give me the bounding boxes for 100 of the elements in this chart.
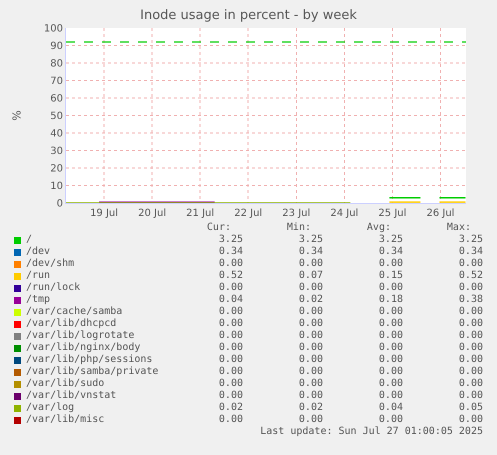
- text: 0.00: [218, 354, 243, 366]
- text: 0.38: [458, 294, 483, 306]
- text: 3.25: [218, 234, 243, 246]
- text: 0.00: [298, 282, 323, 294]
- text: 0.00: [458, 390, 483, 402]
- x-tick-label: 21 Jul: [186, 208, 214, 219]
- y-tick-label: 100: [44, 24, 63, 34]
- text: 0.00: [378, 330, 403, 342]
- legend-label: /var/lib/vnstat: [26, 390, 116, 402]
- text: 3.25: [298, 234, 323, 246]
- legend-label: /dev/shm: [26, 258, 74, 270]
- legend-label: /dev: [26, 246, 50, 258]
- text: 0.02: [298, 294, 323, 306]
- text: 0.00: [458, 414, 483, 426]
- text: 0.02: [218, 402, 243, 414]
- text: 0.00: [298, 354, 323, 366]
- y-tick-label: 10: [50, 181, 63, 192]
- legend-label: /run/lock: [26, 282, 80, 294]
- text: Min:: [286, 222, 311, 234]
- text: 0.00: [378, 342, 403, 354]
- text: 0.04: [378, 402, 403, 414]
- text: 3.25: [458, 234, 483, 246]
- y-tick-label: 80: [50, 58, 63, 70]
- text: 0.00: [458, 306, 483, 318]
- x-tick-label: 19 Jul: [90, 208, 118, 219]
- text: Last update: Sun Jul 27 01:00:05 2025: [260, 426, 483, 438]
- text: 0.00: [378, 306, 403, 318]
- text: 0.00: [458, 318, 483, 330]
- text: 0.00: [378, 258, 403, 270]
- text: 0.00: [378, 390, 403, 402]
- legend-label: /var/lib/samba/private: [26, 366, 158, 378]
- text: Cur:: [206, 222, 231, 234]
- x-tick-label: 22 Jul: [234, 208, 262, 219]
- text: 0.00: [218, 414, 243, 426]
- text: 0.00: [458, 354, 483, 366]
- y-tick-label: 50: [50, 111, 63, 122]
- text: 0.00: [458, 342, 483, 354]
- y-tick-label: 90: [50, 41, 63, 52]
- chart-title: Inode usage in percent - by week: [140, 8, 358, 24]
- text: 0.00: [218, 378, 243, 390]
- text: 0.34: [218, 246, 243, 258]
- text: 0.00: [378, 354, 403, 366]
- text: 0.00: [298, 414, 323, 426]
- text: 0.00: [458, 330, 483, 342]
- text: 0.00: [378, 414, 403, 426]
- text: 0.18: [378, 294, 403, 306]
- legend-label: /run: [26, 270, 50, 282]
- text: 0.00: [378, 378, 403, 390]
- x-tick-label: 24 Jul: [330, 208, 358, 219]
- text: 0.00: [378, 282, 403, 294]
- x-tick-label: 25 Jul: [378, 208, 406, 219]
- text: 0.34: [298, 246, 323, 258]
- legend-label: /var/lib/logrotate: [26, 330, 134, 342]
- text: 0.34: [378, 246, 403, 258]
- text: 0.00: [458, 366, 483, 378]
- text: 0.02: [298, 402, 323, 414]
- legend-label: /var/lib/php/sessions: [26, 354, 152, 366]
- text: 0.00: [298, 306, 323, 318]
- y-tick-label: 60: [50, 94, 63, 104]
- text: 0.00: [218, 390, 243, 402]
- y-tick-label: 0: [56, 198, 63, 210]
- text: 0.00: [378, 366, 403, 378]
- text: 0.00: [218, 306, 243, 318]
- text: 0.00: [218, 342, 243, 354]
- x-tick-label: 26 Jul: [426, 208, 454, 219]
- text: 0.00: [298, 378, 323, 390]
- text: 0.00: [298, 390, 323, 402]
- legend-label: /tmp: [26, 294, 50, 306]
- text: 3.25: [378, 234, 403, 246]
- text: 0.00: [298, 342, 323, 354]
- text: Avg:: [366, 222, 391, 234]
- y-tick-label: 70: [50, 76, 63, 87]
- legend-label: /var/lib/misc: [26, 414, 104, 426]
- text: 0.00: [218, 330, 243, 342]
- text: 0.00: [298, 330, 323, 342]
- legend-label: /var/lib/nginx/body: [26, 342, 140, 354]
- legend-label: /: [26, 234, 32, 246]
- text: 0.52: [218, 270, 243, 282]
- text: 0.04: [218, 294, 243, 306]
- y-tick-label: 40: [50, 128, 63, 140]
- text: Max:: [446, 222, 471, 234]
- text: 0.00: [458, 258, 483, 270]
- text: 0.00: [218, 366, 243, 378]
- legend-label: /var/lib/sudo: [26, 378, 104, 390]
- legend-label: /var/log: [26, 402, 74, 414]
- text: 0.15: [378, 270, 403, 282]
- text: 0.00: [218, 282, 243, 294]
- text: 0.34: [458, 246, 483, 258]
- x-tick-label: 23 Jul: [282, 208, 310, 219]
- y-tick-label: 30: [50, 146, 63, 157]
- legend-label: /var/lib/dhcpcd: [26, 318, 116, 330]
- text: 0.00: [458, 282, 483, 294]
- text: 0.00: [458, 378, 483, 390]
- x-tick-label: 20 Jul: [138, 208, 166, 219]
- text: 0.00: [298, 366, 323, 378]
- legend-label: /var/cache/samba: [26, 306, 122, 318]
- text: 0.00: [378, 318, 403, 330]
- text: 0.00: [298, 318, 323, 330]
- y-tick-label: 20: [50, 164, 63, 174]
- text: 0.00: [218, 258, 243, 270]
